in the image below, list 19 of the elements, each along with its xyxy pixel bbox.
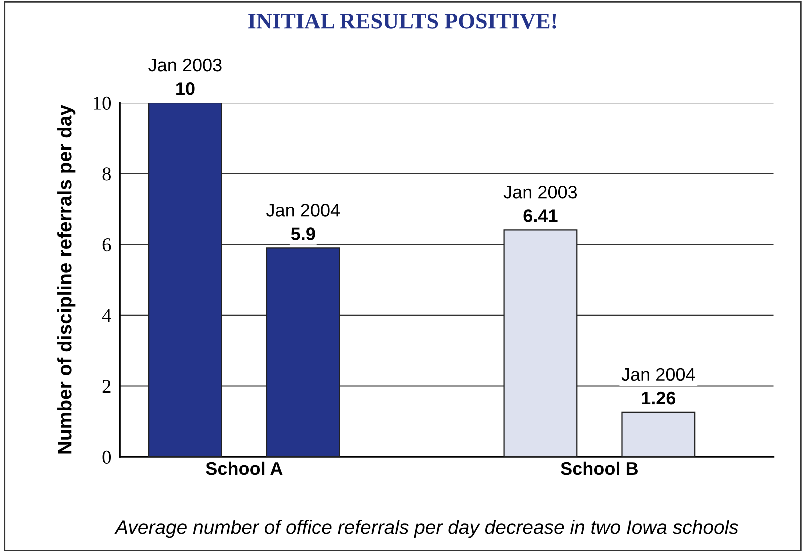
y-tick-label: 6: [102, 238, 112, 252]
x-tick-label: School B: [561, 462, 638, 476]
series-label: Jan 2003: [504, 186, 578, 199]
data-label: 10: [176, 82, 195, 96]
chart-title: INITIAL RESULTS POSITIVE!: [248, 14, 556, 29]
y-tick-label: 2: [102, 380, 111, 393]
text: Jan 2003: [148, 58, 222, 72]
data-label: 5.9: [291, 228, 316, 240]
y-tick-label: 0: [102, 450, 112, 464]
x-tick-label: School A: [206, 462, 283, 476]
y-axis-title: Number of discipline referrals per day: [58, 105, 76, 454]
y-tick-label: 4: [102, 309, 112, 322]
series-label: Jan 2004: [266, 204, 340, 217]
text: Average number of office referrals per day decrease in two Iowa schools: [114, 520, 738, 538]
text: Jan 2004: [622, 368, 696, 382]
data-label: 6.41: [524, 210, 558, 222]
data-label: 1.26: [642, 392, 676, 405]
y-tick-label: 8: [102, 168, 112, 181]
y-tick-label: 10: [94, 96, 112, 110]
